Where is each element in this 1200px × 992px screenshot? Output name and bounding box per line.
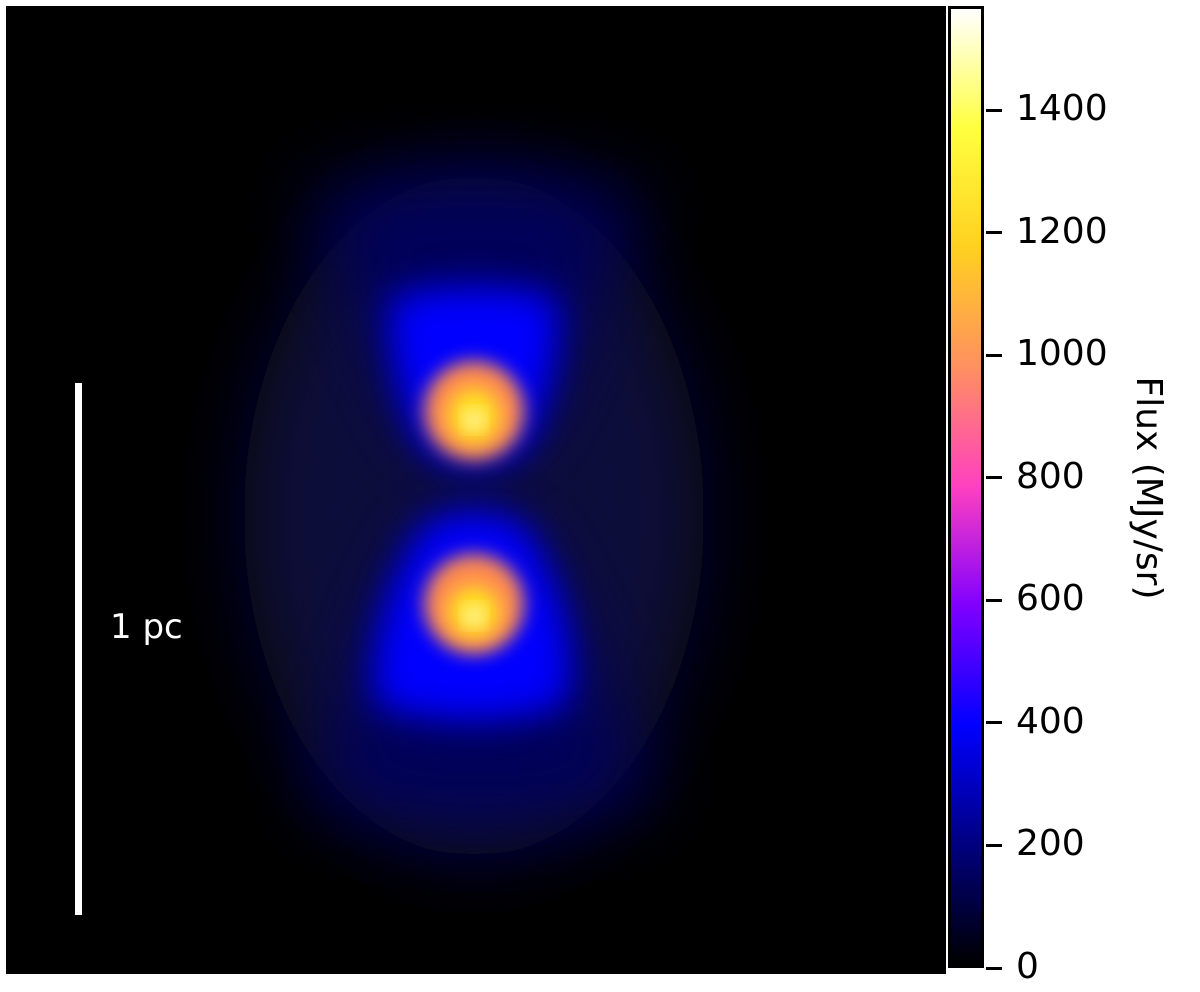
scale-bar-label: 1 pc [110, 607, 183, 647]
upper-lobe-peak [466, 412, 482, 428]
colorbar-tick [986, 966, 1002, 970]
colorbar-tick [986, 721, 1002, 725]
colorbar-tick [986, 476, 1002, 480]
flux-map-svg [244, 176, 704, 856]
scale-bar [75, 383, 82, 915]
lower-lobe [306, 511, 656, 821]
colorbar-tick [986, 231, 1002, 235]
colorbar-tick-label: 1200 [1016, 210, 1108, 252]
colorbar-label: Flux (MJy/sr) [1128, 376, 1169, 600]
colorbar-tick-label: 0 [1016, 946, 1039, 987]
colorbar-tick [986, 353, 1002, 357]
colorbar-tick-label: 400 [1016, 700, 1085, 742]
colorbar-tick-label: 200 [1016, 823, 1085, 865]
colorbar-tick-label: 600 [1016, 578, 1085, 620]
colorbar-tick [986, 598, 1002, 602]
flux-map-image: 1 pc [6, 6, 946, 974]
colorbar-tick-label: 1400 [1016, 88, 1108, 130]
colorbar-tick-label: 800 [1016, 455, 1085, 497]
upper-lobe [306, 176, 646, 466]
colorbar-tick-label: 1000 [1016, 333, 1108, 375]
lower-lobe-peak [466, 608, 482, 624]
colorbar-tick [986, 108, 1002, 112]
colorbar-tick [986, 843, 1002, 847]
colorbar [948, 6, 984, 968]
